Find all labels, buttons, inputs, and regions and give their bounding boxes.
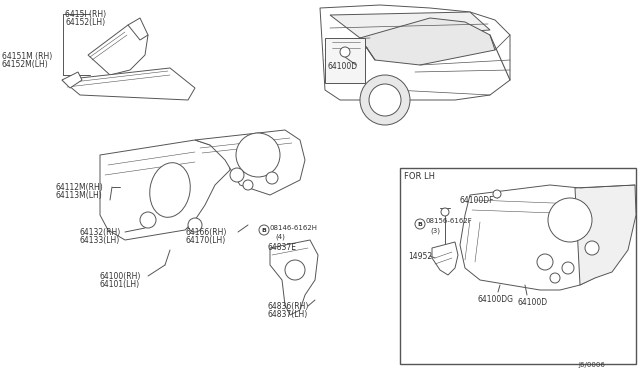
Circle shape — [285, 260, 305, 280]
Polygon shape — [432, 242, 458, 275]
Text: 08146-6162H: 08146-6162H — [270, 225, 318, 231]
Text: 14952: 14952 — [408, 252, 432, 261]
Text: 64100D: 64100D — [328, 62, 358, 71]
Text: B: B — [262, 228, 266, 232]
Polygon shape — [320, 5, 510, 100]
Circle shape — [340, 47, 350, 57]
Text: (3): (3) — [430, 227, 440, 234]
Polygon shape — [360, 18, 495, 65]
Text: 64166(RH): 64166(RH) — [185, 228, 227, 237]
Circle shape — [230, 168, 244, 182]
Circle shape — [441, 208, 449, 216]
Text: 64133(LH): 64133(LH) — [80, 236, 120, 245]
Circle shape — [562, 262, 574, 274]
Polygon shape — [195, 130, 305, 195]
Text: 64836(RH): 64836(RH) — [268, 302, 309, 311]
Text: 64100DG: 64100DG — [478, 295, 514, 304]
Circle shape — [585, 241, 599, 255]
Text: 64100D: 64100D — [518, 298, 548, 307]
Text: 64113M(LH): 64113M(LH) — [55, 191, 102, 200]
Text: 08156-6162F: 08156-6162F — [426, 218, 473, 224]
Text: 64100(RH): 64100(RH) — [100, 272, 141, 281]
Text: 64101(LH): 64101(LH) — [100, 280, 140, 289]
Circle shape — [550, 273, 560, 283]
Text: 64170(LH): 64170(LH) — [185, 236, 225, 245]
Polygon shape — [330, 12, 490, 38]
Circle shape — [236, 133, 280, 177]
Text: 64152(LH): 64152(LH) — [65, 18, 105, 27]
Text: 64837E: 64837E — [268, 243, 297, 252]
Ellipse shape — [150, 163, 190, 217]
Circle shape — [493, 190, 501, 198]
Polygon shape — [575, 185, 636, 285]
Polygon shape — [270, 240, 318, 315]
Circle shape — [415, 219, 425, 229]
Bar — [325, 38, 365, 83]
Circle shape — [266, 172, 278, 184]
Circle shape — [537, 254, 553, 270]
Bar — [400, 168, 636, 364]
Text: B: B — [417, 221, 422, 227]
Circle shape — [188, 218, 202, 232]
Polygon shape — [460, 185, 618, 290]
Polygon shape — [62, 68, 195, 100]
Text: 64152M(LH): 64152M(LH) — [2, 60, 49, 69]
Text: 64112M(RH): 64112M(RH) — [55, 183, 103, 192]
Text: J6/0006: J6/0006 — [578, 362, 605, 368]
Text: FOR LH: FOR LH — [404, 172, 435, 181]
Circle shape — [548, 198, 592, 242]
Text: 64100DF: 64100DF — [460, 196, 495, 205]
Polygon shape — [88, 25, 148, 75]
Text: 6415l (RH): 6415l (RH) — [65, 10, 106, 19]
Text: 64837(LH): 64837(LH) — [268, 310, 308, 319]
Polygon shape — [128, 18, 148, 40]
Circle shape — [259, 225, 269, 235]
Text: (4): (4) — [275, 233, 285, 240]
Polygon shape — [100, 140, 230, 240]
Polygon shape — [62, 72, 82, 88]
Circle shape — [243, 180, 253, 190]
Text: 64132(RH): 64132(RH) — [80, 228, 121, 237]
Text: 64151M (RH): 64151M (RH) — [2, 52, 52, 61]
Circle shape — [369, 84, 401, 116]
Circle shape — [140, 212, 156, 228]
Circle shape — [360, 75, 410, 125]
